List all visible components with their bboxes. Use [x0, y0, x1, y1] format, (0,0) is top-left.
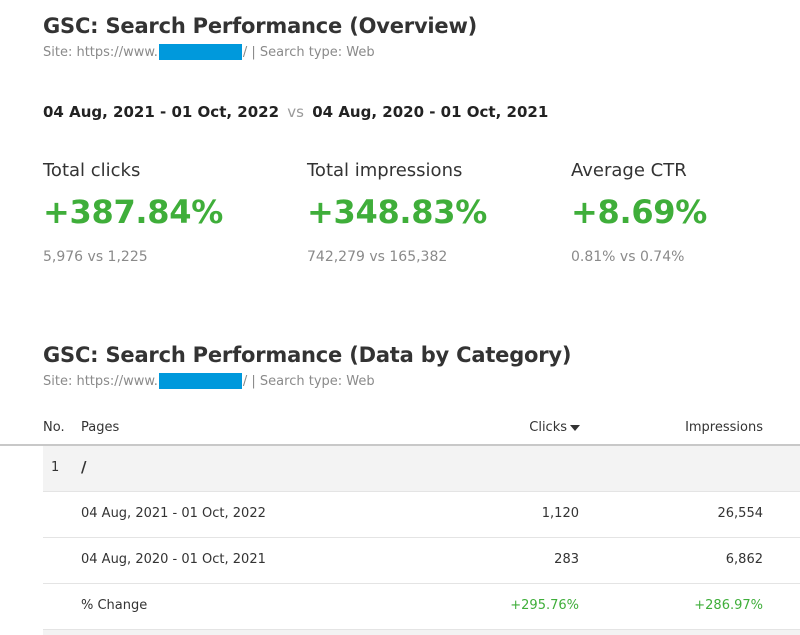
- table-row: 04 Aug, 2021 - 01 Oct, 2022 1,120 26,554: [43, 492, 800, 538]
- row-clicks: 283: [554, 552, 579, 567]
- table-row: 04 Aug, 2020 - 01 Oct, 2021 283 6,862: [43, 538, 800, 584]
- metric-total-impressions: Total impressions +348.83% 742,279 vs 16…: [307, 160, 487, 265]
- column-header-impressions[interactable]: Impressions: [685, 420, 763, 435]
- row-clicks: 1,120: [541, 506, 579, 521]
- table-row-group[interactable]: 1 /: [43, 446, 800, 492]
- metric-value: +348.83%: [307, 193, 487, 231]
- row-page: /: [81, 458, 87, 476]
- metric-label: Average CTR: [571, 160, 687, 181]
- row-label: % Change: [81, 598, 148, 613]
- row-label: 04 Aug, 2021 - 01 Oct, 2022: [81, 506, 266, 521]
- clicks-header-label: Clicks: [529, 420, 567, 435]
- metric-compare: 5,976 vs 1,225: [43, 249, 148, 265]
- redacted-domain: [158, 44, 242, 60]
- column-header-no: No.: [43, 420, 65, 435]
- metric-label: Total impressions: [307, 160, 463, 181]
- metric-label: Total clicks: [43, 160, 141, 181]
- category-title: GSC: Search Performance (Data by Categor…: [43, 343, 572, 367]
- table-row-change: % Change +295.76% +286.97%: [43, 584, 800, 630]
- overview-title: GSC: Search Performance (Overview): [43, 14, 478, 38]
- site-prefix: Site: https://www.: [43, 373, 158, 389]
- column-header-pages[interactable]: Pages: [81, 420, 120, 435]
- metric-compare: 742,279 vs 165,382: [307, 249, 448, 265]
- metric-value: +8.69%: [571, 193, 708, 231]
- date-range-previous: 04 Aug, 2020 - 01 Oct, 2021: [312, 103, 549, 121]
- category-site-line: Site: https://www. / | Search type: Web: [43, 373, 375, 389]
- column-header-clicks[interactable]: Clicks: [529, 420, 580, 435]
- row-number: 1: [51, 460, 60, 475]
- metric-average-ctr: Average CTR +8.69% 0.81% vs 0.74%: [571, 160, 707, 265]
- date-range-current: 04 Aug, 2021 - 01 Oct, 2022: [43, 103, 280, 121]
- row-impressions: 26,554: [717, 506, 764, 521]
- overview-site-line: Site: https://www. / | Search type: Web: [43, 44, 375, 60]
- table-header: No. Pages Clicks Impressions: [0, 414, 800, 446]
- row-label: 04 Aug, 2020 - 01 Oct, 2021: [81, 552, 266, 567]
- site-suffix: / | Search type: Web: [242, 373, 375, 389]
- vs-separator: vs: [287, 103, 304, 121]
- row-impressions-change: +286.97%: [694, 598, 763, 613]
- site-prefix: Site: https://www.: [43, 44, 158, 60]
- table-next-row-edge: [43, 630, 800, 635]
- sort-desc-icon: [570, 424, 580, 431]
- metric-value: +387.84%: [43, 193, 223, 231]
- row-impressions: 6,862: [725, 552, 763, 567]
- date-range-comparison: 04 Aug, 2021 - 01 Oct, 2022 vs 04 Aug, 2…: [43, 103, 548, 121]
- metric-total-clicks: Total clicks +387.84% 5,976 vs 1,225: [43, 160, 223, 265]
- row-clicks-change: +295.76%: [510, 598, 579, 613]
- site-suffix: / | Search type: Web: [242, 44, 375, 60]
- metric-compare: 0.81% vs 0.74%: [571, 249, 685, 265]
- redacted-domain: [158, 373, 242, 389]
